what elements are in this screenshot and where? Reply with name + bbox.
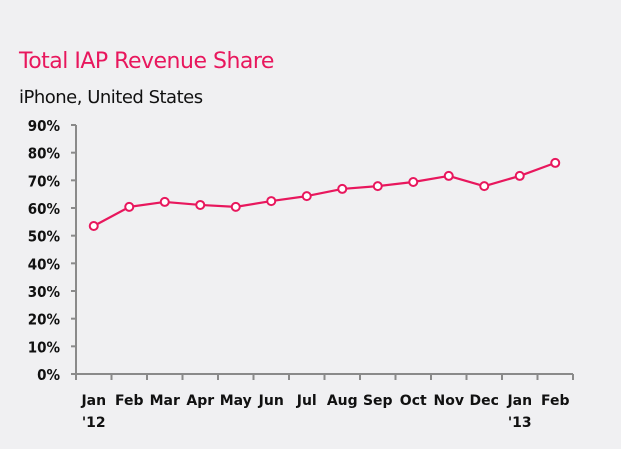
series-group: [88, 157, 561, 231]
data-point: [514, 170, 525, 181]
x-tick-label: Feb: [115, 393, 144, 409]
data-point: [301, 191, 312, 202]
y-tick-label: 90%: [28, 117, 61, 135]
y-tick-label: 10%: [28, 338, 61, 356]
axes: [71, 124, 574, 380]
chart-subtitle: iPhone, United States: [19, 87, 203, 108]
x-tick-label: May: [220, 393, 252, 409]
y-tick-label: 0%: [37, 366, 60, 384]
y-tick-label: 30%: [28, 283, 61, 301]
data-point: [195, 199, 206, 210]
x-tick-label: Aug: [327, 393, 358, 409]
x-tick-sublabel: '13: [508, 415, 532, 431]
y-tick-label: 50%: [28, 228, 61, 246]
x-tick-label: Jan: [506, 393, 532, 409]
y-tick-label: 70%: [28, 172, 61, 190]
data-point: [550, 157, 561, 168]
data-point: [443, 170, 454, 181]
x-tick-label: Jun: [258, 393, 284, 409]
x-tick-label: Nov: [434, 393, 464, 409]
y-tick-label: 20%: [28, 311, 61, 329]
data-point: [266, 196, 277, 207]
y-tick-label: 60%: [28, 200, 61, 218]
data-point: [479, 181, 490, 192]
data-point: [337, 183, 348, 194]
x-tick-label: Dec: [470, 393, 499, 409]
data-point: [408, 176, 419, 187]
data-point: [230, 201, 241, 212]
data-point: [88, 220, 99, 231]
data-point: [159, 196, 170, 207]
x-tick-sublabel: '12: [82, 415, 106, 431]
y-tick-label: 40%: [28, 255, 61, 273]
y-tick-label: 80%: [28, 145, 61, 163]
x-tick-label: Oct: [400, 393, 427, 409]
x-tick-label: Mar: [150, 393, 180, 409]
data-point: [124, 201, 135, 212]
chart-title: Total IAP Revenue Share: [19, 49, 274, 74]
x-axis-labels: Jan '12 Feb Mar Apr May Jun Jul Aug Sep Oct Nov Dec J…: [80, 393, 569, 431]
series-line: [93, 161, 556, 227]
x-tick-label: Jan: [80, 393, 106, 409]
x-tick-label: Feb: [541, 393, 570, 409]
y-axis-labels: 0% 10% 20% 30% 40% 50% 60% 70% 80% 90%: [28, 117, 61, 384]
x-tick-label: Apr: [186, 393, 214, 409]
x-tick-label: Sep: [363, 393, 393, 409]
data-point: [372, 181, 383, 192]
x-tick-label: Jul: [296, 393, 317, 409]
